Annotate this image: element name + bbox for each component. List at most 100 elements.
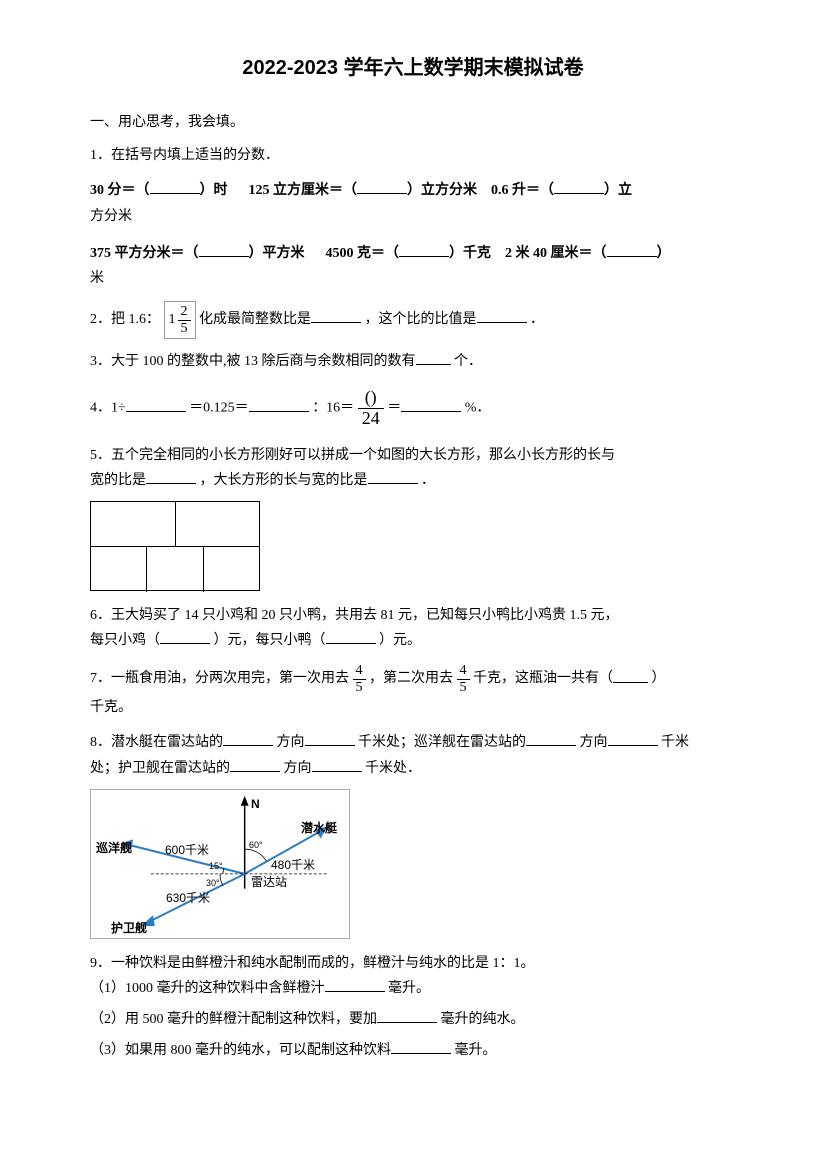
q7-a: 7．一瓶食用油，分两次用完，第一次用去 bbox=[90, 672, 349, 687]
q8-f: 处；护卫舰在雷达站的 bbox=[90, 761, 230, 776]
q1-l2-e: 2 米 40 厘米＝（ bbox=[505, 246, 607, 261]
q7-c: 千克，这瓶油一共有（ bbox=[473, 672, 613, 687]
blank bbox=[126, 396, 186, 412]
angle-30 bbox=[220, 874, 223, 886]
fraction: () 24 bbox=[358, 388, 384, 429]
q4-c: ：16＝ bbox=[312, 401, 354, 416]
q1-l1-a: 30 分＝（ bbox=[90, 183, 150, 198]
blank bbox=[150, 178, 200, 194]
q8-h: 千米处． bbox=[365, 761, 421, 776]
q1-l2-b: ）平方米 bbox=[249, 246, 305, 261]
blank bbox=[199, 241, 249, 257]
denominator: 5 bbox=[178, 321, 191, 336]
question-4: 4．1÷ ＝0.125＝ ：16＝ () 24 ＝ %． bbox=[90, 388, 736, 429]
q1-l2-c: 4500 克＝（ bbox=[326, 246, 400, 261]
blank bbox=[526, 730, 576, 746]
q8-a: 8．潜水艇在雷达站的 bbox=[90, 735, 223, 750]
q7-b: ，第二次用去 bbox=[369, 672, 453, 687]
q2-c: ，这个比的比值是 bbox=[365, 312, 477, 327]
question-7: 7．一瓶食用油，分两次用完，第一次用去 4 5 ，第二次用去 4 5 千克，这瓶… bbox=[90, 663, 736, 720]
q5-a: 5．五个完全相同的小长方形刚好可以拼成一个如图的大长方形，那么小长方形的长与 bbox=[90, 448, 615, 463]
blank bbox=[607, 241, 657, 257]
question-9: 9．一种饮料是由鲜橙汁和纯水配制而成的，鲜橙汁与纯水的比是 1：1。 （1）10… bbox=[90, 951, 736, 1064]
q2-b: 化成最简整数比是 bbox=[199, 312, 311, 327]
q5-b: 宽的比是 bbox=[90, 473, 146, 488]
q2-a: 2．把 1.6： bbox=[90, 312, 160, 327]
q1-line1: 30 分＝（ ）时 125 立方厘米＝（ ）立方分米 0.6 升＝（ ）立 bbox=[90, 178, 736, 203]
q6-b: 每只小鸡（ bbox=[90, 633, 160, 648]
sub-label: 潜水艇 bbox=[301, 818, 337, 840]
q6-a: 6．王大妈买了 14 只小鸡和 20 只小鸭，共用去 81 元，已知每只小鸭比小… bbox=[90, 603, 736, 628]
numerator: () bbox=[358, 388, 384, 409]
blank bbox=[399, 241, 449, 257]
fraction: 4 5 bbox=[457, 663, 470, 695]
q9-sub1-a: （1）1000 毫升的这种饮料中含鲜橙汁 bbox=[90, 981, 325, 996]
radar-diagram: N 巡洋舰 600千米 潜水艇 480千米 护卫舰 630千米 雷达站 60° … bbox=[90, 789, 350, 939]
denominator: 5 bbox=[353, 680, 366, 695]
blank bbox=[305, 730, 355, 746]
rect-cell bbox=[204, 547, 259, 592]
fraction: 2 5 bbox=[178, 304, 191, 336]
station-label: 雷达站 bbox=[251, 872, 287, 894]
blank bbox=[326, 628, 376, 644]
q3-b: 个． bbox=[454, 354, 482, 369]
rect-cell bbox=[91, 547, 147, 592]
denominator: 5 bbox=[457, 680, 470, 695]
blank bbox=[377, 1007, 437, 1023]
question-5: 5．五个完全相同的小长方形刚好可以拼成一个如图的大长方形，那么小长方形的长与 宽… bbox=[90, 443, 736, 591]
blank bbox=[325, 976, 385, 992]
q8-b: 方向 bbox=[277, 735, 305, 750]
q9-sub3-b: 毫升。 bbox=[455, 1043, 497, 1058]
q8-c: 千米处；巡洋舰在雷达站的 bbox=[358, 735, 526, 750]
blank bbox=[249, 396, 309, 412]
angle-15-label: 15° bbox=[209, 858, 223, 874]
numerator: 4 bbox=[457, 663, 470, 679]
q6-c: ）元，每只小鸭（ bbox=[214, 633, 326, 648]
angle-60-label: 60° bbox=[249, 837, 263, 853]
mixed-fraction: 1 2 5 bbox=[164, 301, 196, 339]
cruiser-label: 巡洋舰 bbox=[96, 838, 132, 860]
q1-intro: 1．在括号内填上适当的分数． bbox=[90, 143, 736, 168]
blank bbox=[230, 756, 280, 772]
blank bbox=[223, 730, 273, 746]
q4-d: ＝ bbox=[387, 401, 401, 416]
q4-b: ＝0.125＝ bbox=[189, 401, 249, 416]
q4-e: %． bbox=[465, 401, 491, 416]
q8-g: 方向 bbox=[284, 761, 312, 776]
q1-l1-e: 0.6 升＝（ bbox=[491, 183, 554, 198]
q9-sub2: （2）用 500 毫升的鲜橙汁配制这种饮料，要加 毫升的纯水。 bbox=[90, 1007, 736, 1032]
rect-cell bbox=[91, 502, 176, 546]
q9-sub3-a: （3）如果用 800 毫升的纯水，可以配制这种饮料 bbox=[90, 1043, 391, 1058]
numerator: 4 bbox=[353, 663, 366, 679]
page-title: 2022-2023 学年六上数学期末模拟试卷 bbox=[90, 50, 736, 86]
question-6: 6．王大妈买了 14 只小鸡和 20 只小鸭，共用去 81 元，已知每只小鸭比小… bbox=[90, 603, 736, 653]
question-3: 3．大于 100 的整数中,被 13 除后商与余数相同的数有 个． bbox=[90, 349, 736, 374]
blank bbox=[554, 178, 604, 194]
q1-line2-cont: 米 bbox=[90, 266, 736, 291]
blank bbox=[357, 178, 407, 194]
north-label: N bbox=[251, 794, 260, 816]
q1-l1-b: ）时 bbox=[200, 183, 228, 198]
q7-e: 千克。 bbox=[90, 695, 736, 720]
blank bbox=[391, 1038, 451, 1054]
blank bbox=[613, 667, 648, 683]
q1-l2-a: 375 平方分米＝（ bbox=[90, 246, 199, 261]
blank bbox=[312, 756, 362, 772]
q5-d: ． bbox=[421, 473, 435, 488]
q2-d: ． bbox=[530, 312, 544, 327]
q5-c: ，大长方形的长与宽的比是 bbox=[200, 473, 368, 488]
q1-l1-f: ）立 bbox=[604, 183, 632, 198]
rect-bottom-row bbox=[91, 547, 259, 592]
blank bbox=[608, 730, 658, 746]
frigate-dist-label: 630千米 bbox=[166, 888, 210, 910]
blank bbox=[401, 396, 461, 412]
q1-line1-cont: 方分米 bbox=[90, 204, 736, 229]
cruiser-dist-label: 600千米 bbox=[165, 840, 209, 862]
q1-l1-d: ）立方分米 bbox=[407, 183, 477, 198]
question-2: 2．把 1.6： 1 2 5 化成最简整数比是 ，这个比的比值是 ． bbox=[90, 301, 736, 339]
q1-l1-c: 125 立方厘米＝（ bbox=[249, 183, 358, 198]
blank bbox=[160, 628, 210, 644]
q9-a: 9．一种饮料是由鲜橙汁和纯水配制而成的，鲜橙汁与纯水的比是 1：1。 bbox=[90, 951, 736, 976]
q4-a: 4．1÷ bbox=[90, 401, 126, 416]
blank bbox=[146, 468, 196, 484]
